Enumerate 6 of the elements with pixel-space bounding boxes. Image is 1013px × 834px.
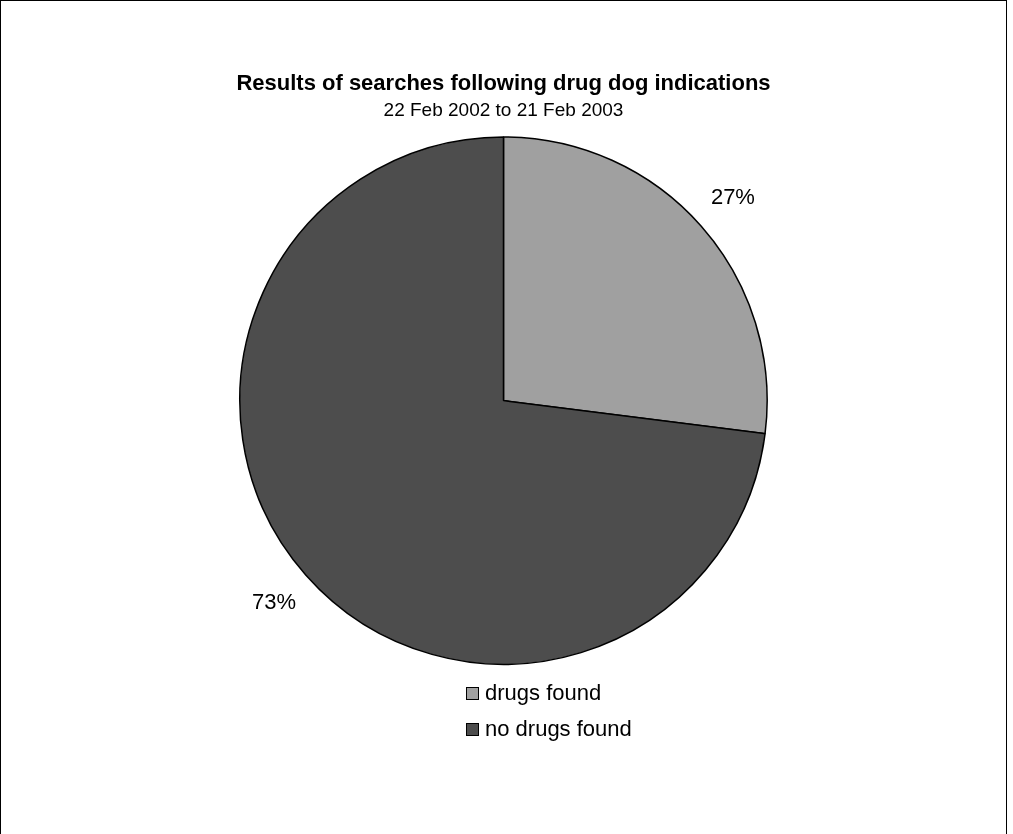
data-label: 73% [252,588,297,614]
chart-title: Results of searches following drug dog indications [236,70,771,96]
legend-label: drugs found [485,680,602,706]
chart-subtitle: 22 Feb 2002 to 21 Feb 2003 [383,99,624,121]
legend-label: no drugs found [485,716,632,742]
data-label: 27% [710,184,755,210]
